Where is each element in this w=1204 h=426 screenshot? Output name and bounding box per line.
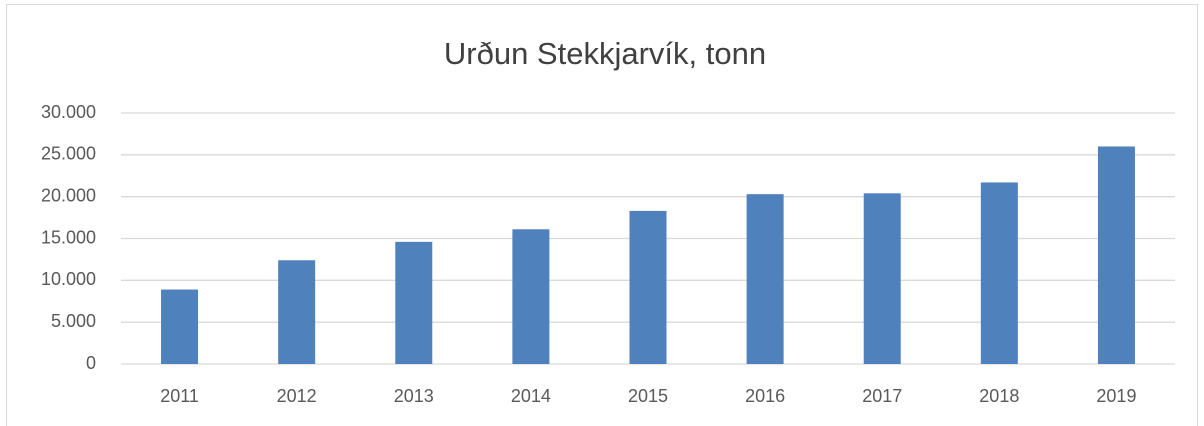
x-tick-label: 2016: [745, 386, 785, 406]
y-tick-label: 0: [86, 353, 96, 373]
x-tick-label: 2011: [160, 386, 199, 406]
y-tick-label: 15.000: [41, 227, 96, 247]
x-tick-label: 2014: [511, 386, 551, 406]
y-tick-label: 25.000: [41, 144, 96, 164]
x-tick-label: 2013: [394, 386, 434, 406]
bar: [512, 229, 550, 364]
x-tick-label: 2015: [628, 386, 668, 406]
bar: [278, 260, 316, 364]
x-tick-label: 2012: [277, 386, 317, 406]
x-tick-label: 2018: [979, 386, 1019, 406]
y-tick-label: 10.000: [41, 269, 96, 289]
bar: [980, 182, 1018, 364]
y-tick-label: 5.000: [51, 311, 96, 331]
chart-title: Urðun Stekkjarvík, tonn: [444, 36, 766, 71]
bar: [629, 210, 667, 364]
x-tick-label: 2017: [862, 386, 902, 406]
bar: [746, 194, 784, 364]
bar: [161, 289, 199, 364]
x-tick-label: 2019: [1096, 386, 1136, 406]
bar: [395, 241, 433, 364]
bar: [863, 193, 901, 364]
y-tick-label: 20.000: [41, 185, 96, 205]
bar: [1097, 146, 1135, 364]
y-tick-label: 30.000: [41, 102, 96, 122]
